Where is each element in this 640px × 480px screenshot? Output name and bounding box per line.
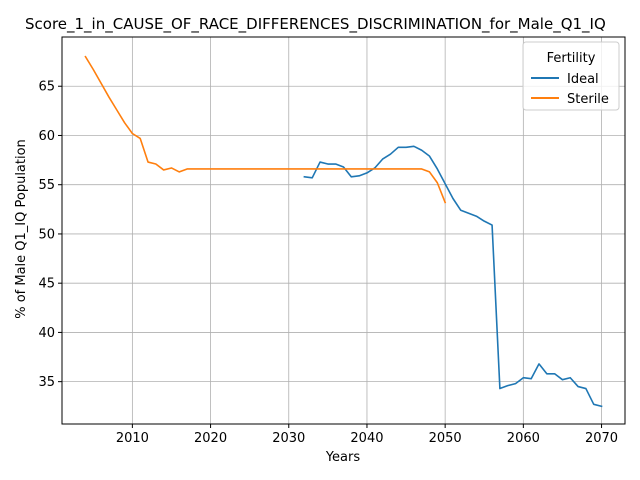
chart-title: Score_1_in_CAUSE_OF_RACE_DIFFERENCES_DIS… (25, 15, 606, 34)
y-tick-label: 35 (38, 375, 55, 390)
legend-box (522, 41, 620, 111)
y-axis-label: % of Male Q1_IQ Population (14, 139, 29, 319)
series-line-ideal (303, 145, 603, 408)
x-axis-label: Years (325, 450, 361, 465)
x-tick-label: 2020 (194, 431, 227, 446)
y-axis-ticks: 35 40 45 50 55 60 65 (38, 80, 62, 390)
y-tick-label: 55 (38, 178, 55, 193)
x-tick-label: 2050 (429, 431, 462, 446)
x-tick-label: 2060 (507, 431, 540, 446)
x-axis-ticks: 2010 2020 2030 2040 2050 2060 2070 (116, 424, 618, 446)
legend-label-ideal: Ideal (567, 72, 599, 87)
legend: Fertility Ideal Sterile (522, 41, 620, 111)
series-line-sterile (84, 55, 447, 204)
y-tick-label: 45 (38, 277, 55, 292)
plot-area-frame (61, 36, 626, 425)
legend-label-sterile: Sterile (567, 92, 609, 107)
y-tick-label: 50 (38, 227, 55, 242)
y-tick-label: 65 (38, 80, 55, 95)
x-tick-label: 2030 (272, 431, 305, 446)
x-tick-label: 2040 (350, 431, 383, 446)
y-tick-label: 40 (38, 326, 55, 341)
gridlines (62, 37, 625, 424)
legend-title: Fertility (547, 51, 596, 66)
y-tick-label: 60 (38, 129, 55, 144)
x-tick-label: 2070 (585, 431, 618, 446)
x-tick-label: 2010 (116, 431, 149, 446)
series-lines (84, 55, 603, 408)
